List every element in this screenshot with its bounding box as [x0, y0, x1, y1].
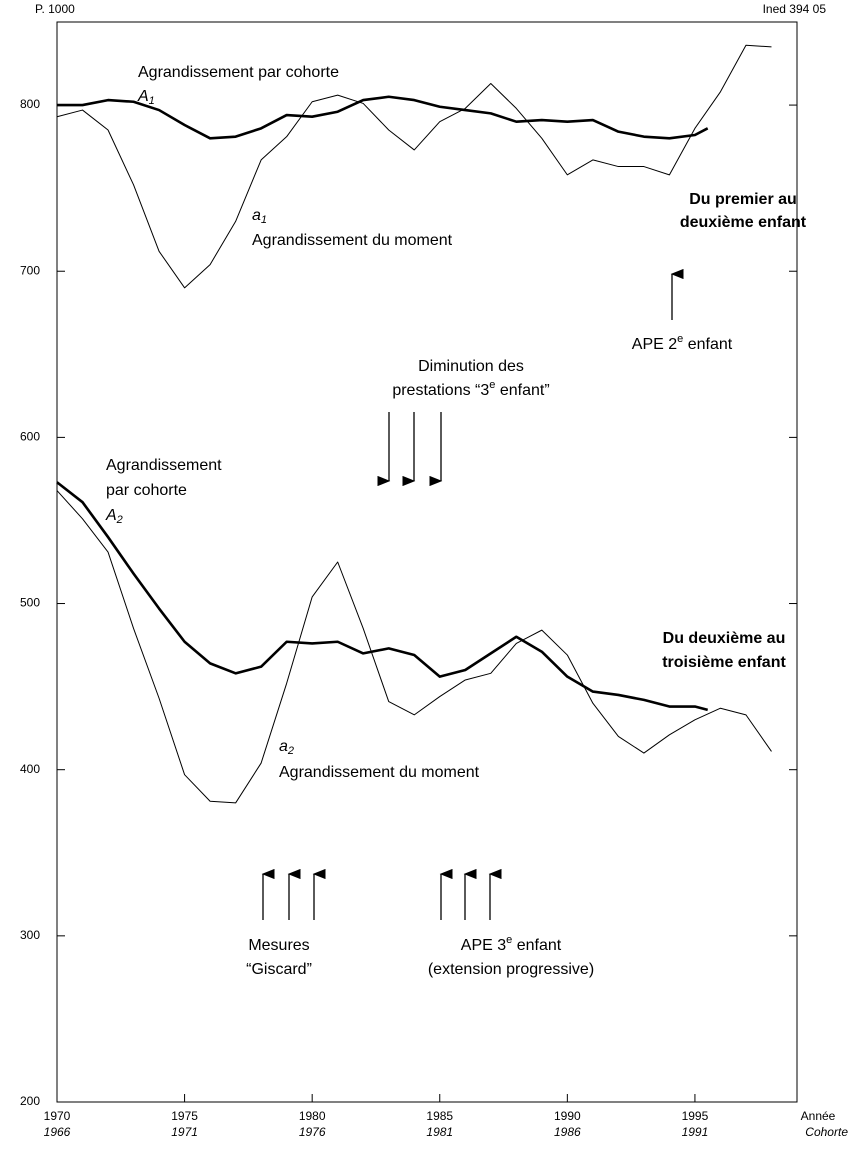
annotation: par cohorte: [106, 482, 187, 499]
series-line: [56, 490, 772, 804]
annotation: a2: [279, 738, 294, 757]
annotation: Du premier au: [689, 191, 797, 208]
cohort-tick-label: 1986: [554, 1125, 581, 1139]
y-tick-label: 400: [20, 762, 40, 776]
annotation: deuxième enfant: [680, 214, 807, 231]
header-left: P. 1000: [35, 2, 75, 16]
annotation: Mesures: [248, 937, 309, 954]
y-tick-label: 500: [20, 596, 40, 610]
annotation: prestations “3e enfant”: [392, 379, 549, 399]
series-line: [57, 95, 709, 140]
x-axis-label: Année: [801, 1109, 836, 1123]
annotation: Agrandissement par cohorte: [138, 64, 339, 81]
annotation: APE 2e enfant: [632, 333, 733, 353]
x-tick-label: 1985: [426, 1109, 453, 1123]
cohort-tick-label: 1976: [299, 1125, 326, 1139]
x-tick-label: 1980: [299, 1109, 326, 1123]
x-tick-label: 1995: [682, 1109, 709, 1123]
annotation: Agrandissement: [106, 457, 222, 474]
cohort-tick-label: 1991: [682, 1125, 709, 1139]
annotation: A1: [137, 88, 155, 107]
x-tick-label: 1975: [171, 1109, 198, 1123]
annotation: Du deuxième au: [663, 630, 786, 647]
annotation: troisième enfant: [662, 654, 786, 671]
y-tick-label: 800: [20, 97, 40, 111]
y-tick-label: 300: [20, 928, 40, 942]
cohort-tick-label: 1966: [44, 1125, 71, 1139]
annotation: A2: [105, 507, 123, 526]
cohort-tick-label: 1981: [426, 1125, 453, 1139]
annotation: APE 3e enfant: [461, 934, 562, 954]
series-line: [56, 481, 709, 712]
annotation: Diminution des: [418, 358, 524, 375]
y-tick-label: 600: [20, 430, 40, 444]
annotation: “Giscard”: [246, 961, 312, 978]
annotation: a1: [252, 207, 267, 226]
x-tick-label: 1990: [554, 1109, 581, 1123]
header-right: Ined 394 05: [763, 2, 827, 16]
y-tick-label: 200: [20, 1094, 40, 1108]
plot-frame: [56, 21, 798, 1103]
annotation: Agrandissement du moment: [252, 232, 453, 249]
x-tick-label: 1970: [44, 1109, 71, 1123]
annotation: (extension progressive): [428, 961, 594, 978]
cohort-tick-label: 1971: [171, 1125, 198, 1139]
cohort-axis-label: Cohorte: [805, 1125, 848, 1139]
series-line: [56, 44, 772, 289]
annotation: Agrandissement du moment: [279, 764, 480, 781]
y-tick-label: 700: [20, 263, 40, 277]
